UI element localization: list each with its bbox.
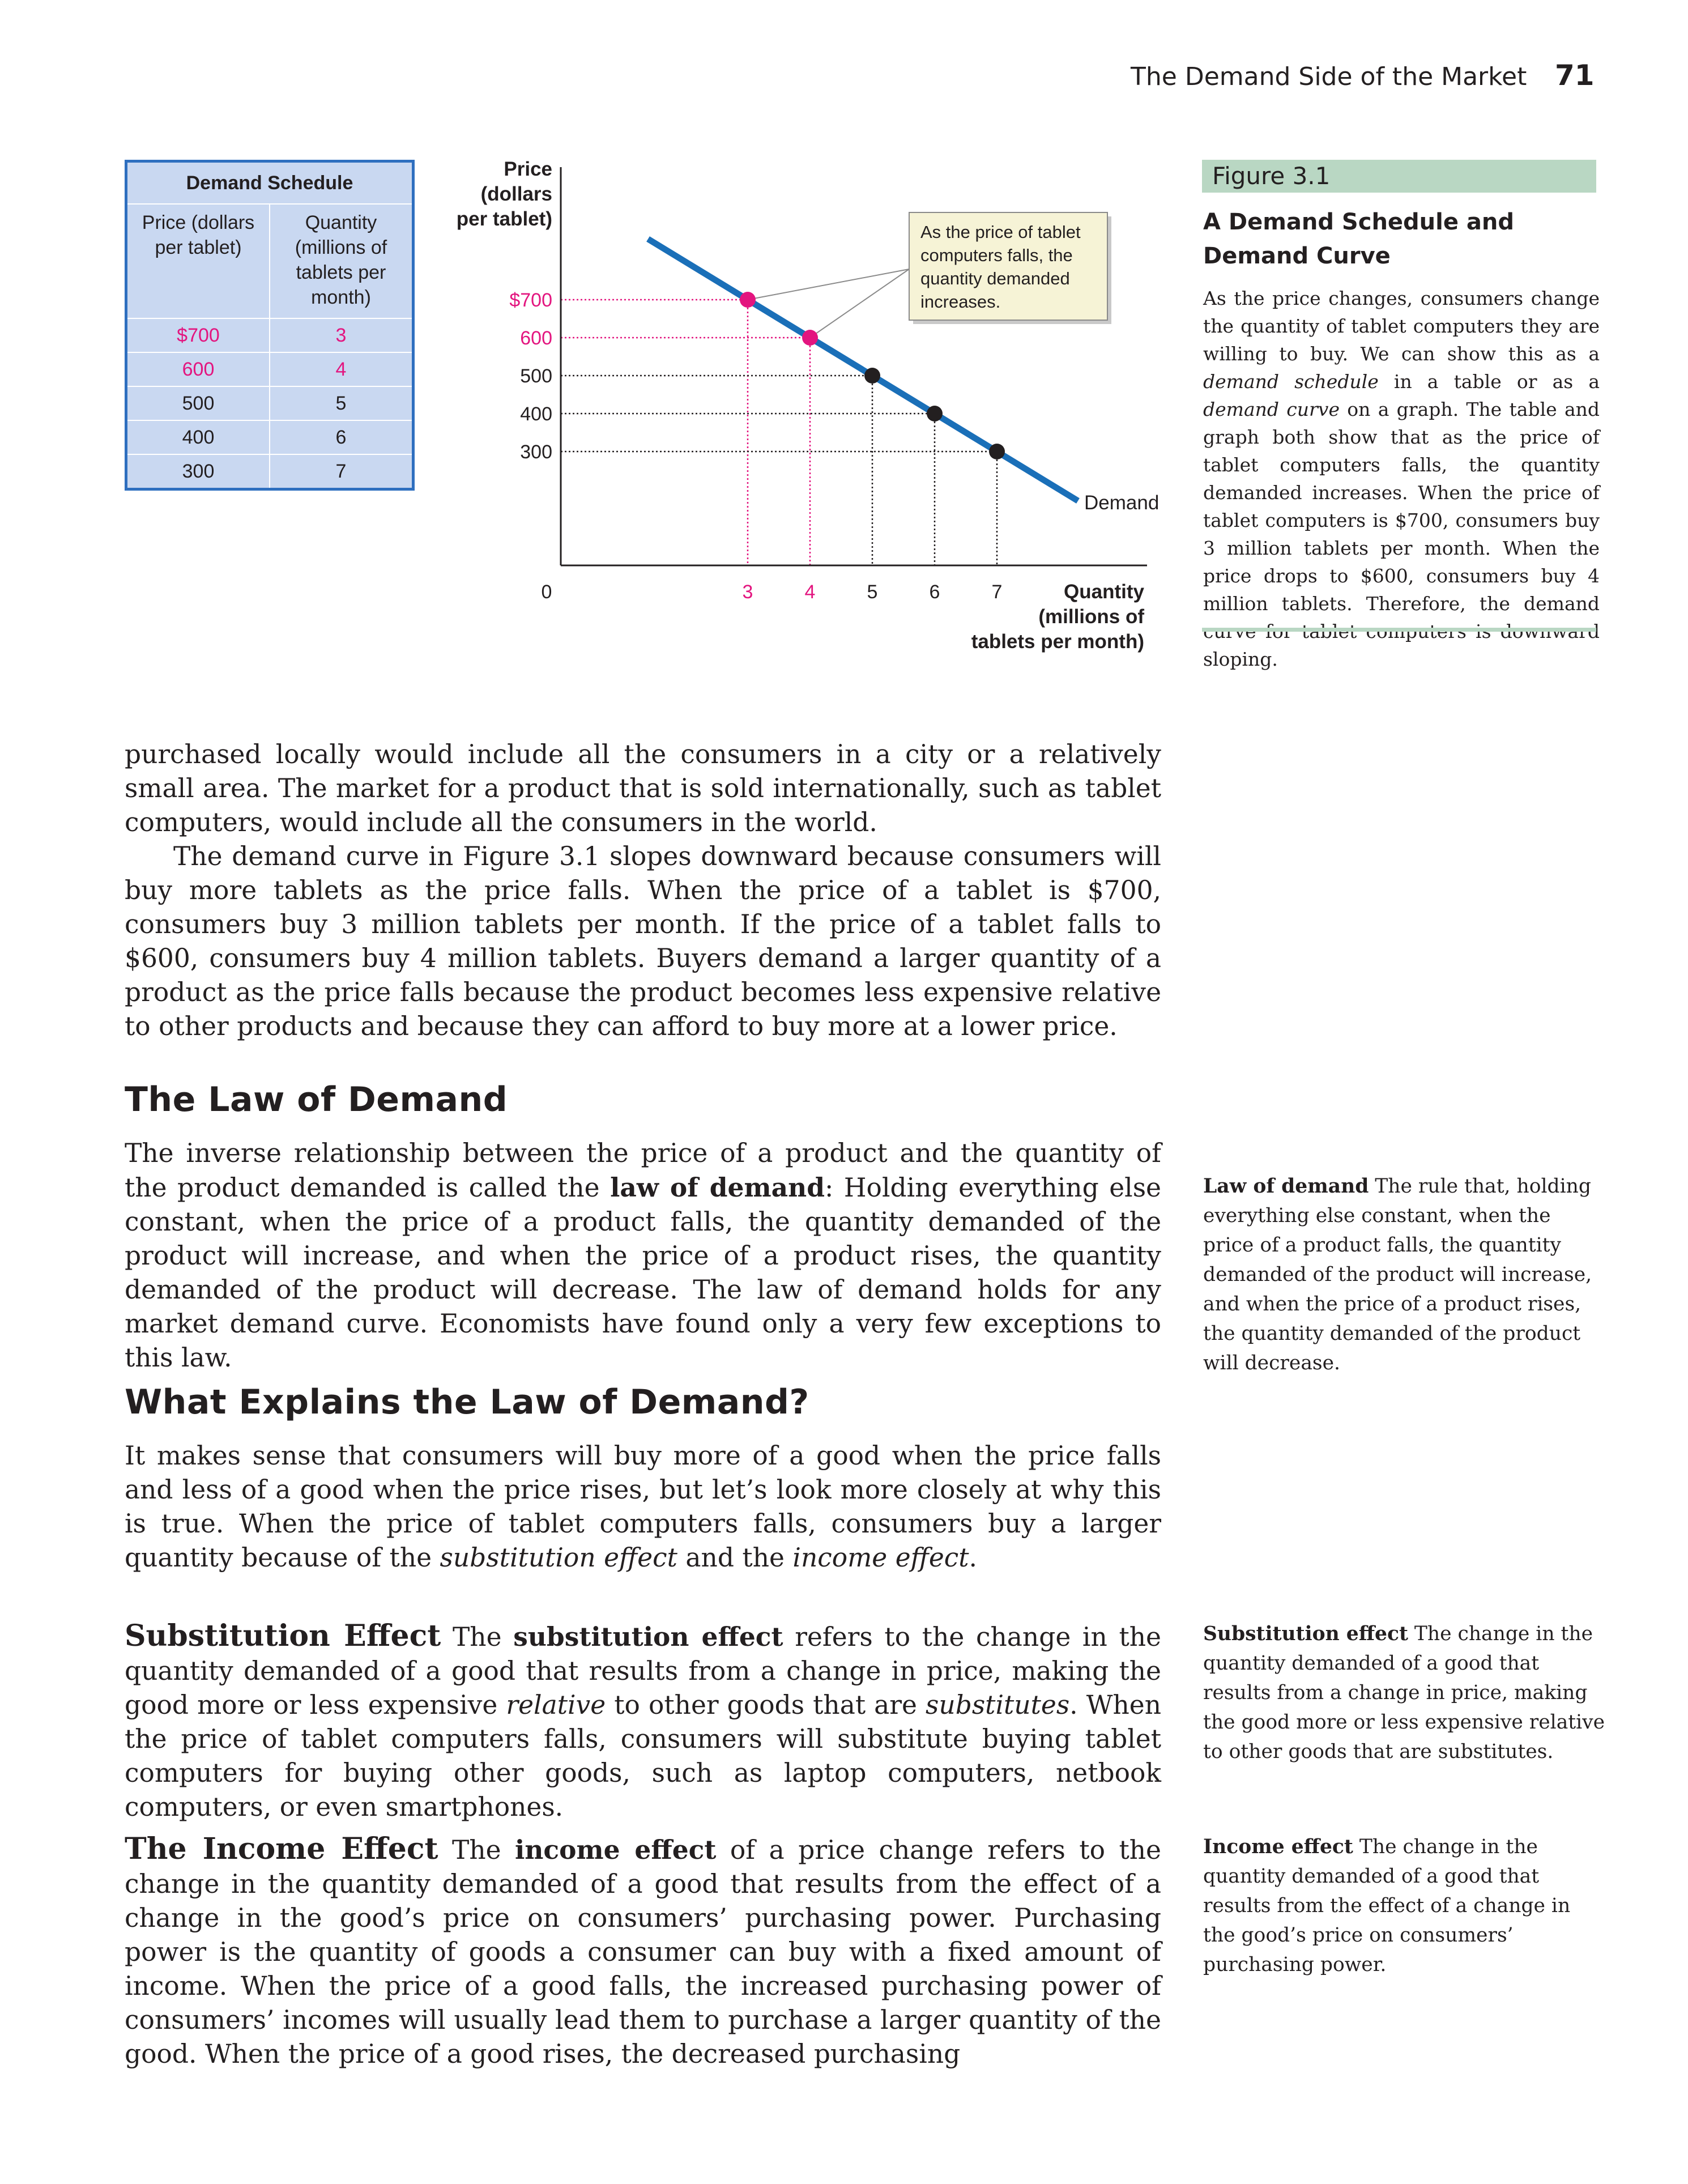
schedule-qty-cell: 6 — [269, 420, 414, 455]
x-axis-label-line-2: (millions of — [1038, 606, 1144, 628]
x-tick-label: 6 — [930, 581, 940, 603]
y-tick-label: 500 — [520, 365, 552, 387]
glossary-law-of-demand: Law of demand The rule that, holding eve… — [1203, 1175, 1592, 1374]
heading-what-explains: What Explains the Law of Demand? — [125, 1382, 809, 1422]
annotation-text-line: increases. — [920, 292, 1000, 312]
x-tick-label: 4 — [805, 581, 816, 603]
x-axis-label-line-1: Quantity — [1064, 581, 1144, 603]
annotation-text-line: quantity demanded — [920, 269, 1070, 288]
annotation-text: As the price of tablet computers falls, t… — [920, 222, 1081, 312]
annotation-leader-line — [747, 269, 910, 300]
schedule-price-cell: 600 — [125, 352, 270, 387]
glossary-substitution-effect: Substitution effect The change in the qu… — [1203, 1623, 1605, 1763]
schedule-price-cell: 300 — [125, 454, 270, 490]
demand-point — [927, 406, 943, 422]
schedule-col-price: Price (dollars per tablet) — [125, 203, 270, 319]
running-head-title: The Demand Side of the Market — [1131, 62, 1527, 91]
demand-curve-line — [646, 236, 1080, 504]
demand-schedule-table: Demand Schedule Price (dollars per table… — [125, 160, 415, 491]
annotation-text-line: As the price of tablet — [920, 222, 1081, 242]
annotation-text-line: computers falls, the — [920, 245, 1073, 265]
body-paragraph: The demand curve in Figure 3.1 slopes do… — [125, 841, 1161, 1041]
figure-label-bar — [1202, 160, 1596, 193]
schedule-qty-cell: 3 — [269, 318, 414, 353]
y-tick-label: 300 — [520, 441, 552, 463]
table-row: 500 5 — [125, 386, 414, 421]
body-paragraphs-intro: purchased locally would include all the … — [125, 738, 1161, 1044]
x-tick-label: 0 — [542, 581, 552, 603]
demand-point — [864, 368, 880, 384]
y-axis-label-line-3: per tablet) — [457, 208, 552, 230]
x-tick-label: 7 — [992, 581, 1003, 603]
y-tick-label: $700 — [509, 290, 552, 311]
x-tick-label: 5 — [867, 581, 878, 603]
body-paragraph-explains: It makes sense that consumers will buy m… — [125, 1441, 1161, 1573]
table-row: 400 6 — [125, 420, 414, 455]
schedule-price-cell: 500 — [125, 386, 270, 421]
figure-caption-rule — [1202, 628, 1596, 632]
y-axis-label-line-2: (dollars — [481, 183, 552, 205]
annotation-box: As the price of tablet computers falls, t… — [909, 212, 1111, 324]
schedule-col-quantity: Quantity (millions of tablets per month) — [269, 203, 414, 319]
x-axis-label-line-3: tablets per month) — [971, 631, 1144, 653]
annotation-leader-line — [809, 269, 910, 338]
schedule-qty-cell: 7 — [269, 454, 414, 490]
figure-caption: As the price changes, consumers change t… — [1203, 287, 1600, 670]
y-tick-label: 400 — [520, 403, 552, 425]
body-paragraph: purchased locally would include all the … — [125, 739, 1161, 837]
demand-curve-chart: Price (dollars per tablet) Quantity (mil… — [457, 158, 1160, 653]
y-tick-label: 600 — [520, 327, 552, 349]
body-paragraph-law: The inverse relationship between the pri… — [125, 1138, 1161, 1373]
schedule-price-cell: 400 — [125, 420, 270, 455]
demand-curve-label: Demand — [1084, 492, 1159, 514]
table-row: $700 3 — [125, 318, 414, 353]
demand-point — [802, 330, 818, 346]
heading-law-of-demand: The Law of Demand — [125, 1080, 508, 1119]
x-tick-label: 3 — [743, 581, 753, 603]
table-row: 600 4 — [125, 352, 414, 387]
y-axis-label-line-1: Price — [504, 158, 552, 180]
figure-label: Figure 3.1 — [1212, 162, 1331, 190]
body-paragraph-substitution: Substitution Effect The substitution eff… — [125, 1619, 1161, 1823]
schedule-qty-cell: 5 — [269, 386, 414, 421]
page-number: 71 — [1555, 59, 1595, 92]
table-row: 300 7 — [125, 454, 414, 490]
body-paragraph-income: The Income Effect The income effect of a… — [125, 1832, 1161, 2070]
schedule-price-cell: $700 — [125, 318, 270, 353]
demand-point — [989, 444, 1005, 459]
schedule-title: Demand Schedule — [125, 160, 414, 205]
demand-point — [740, 292, 756, 308]
schedule-qty-cell: 4 — [269, 352, 414, 387]
figure-title: A Demand Schedule and Demand Curve — [1203, 209, 1515, 269]
glossary-income-effect: Income effect The change in the quantity… — [1203, 1836, 1571, 1976]
